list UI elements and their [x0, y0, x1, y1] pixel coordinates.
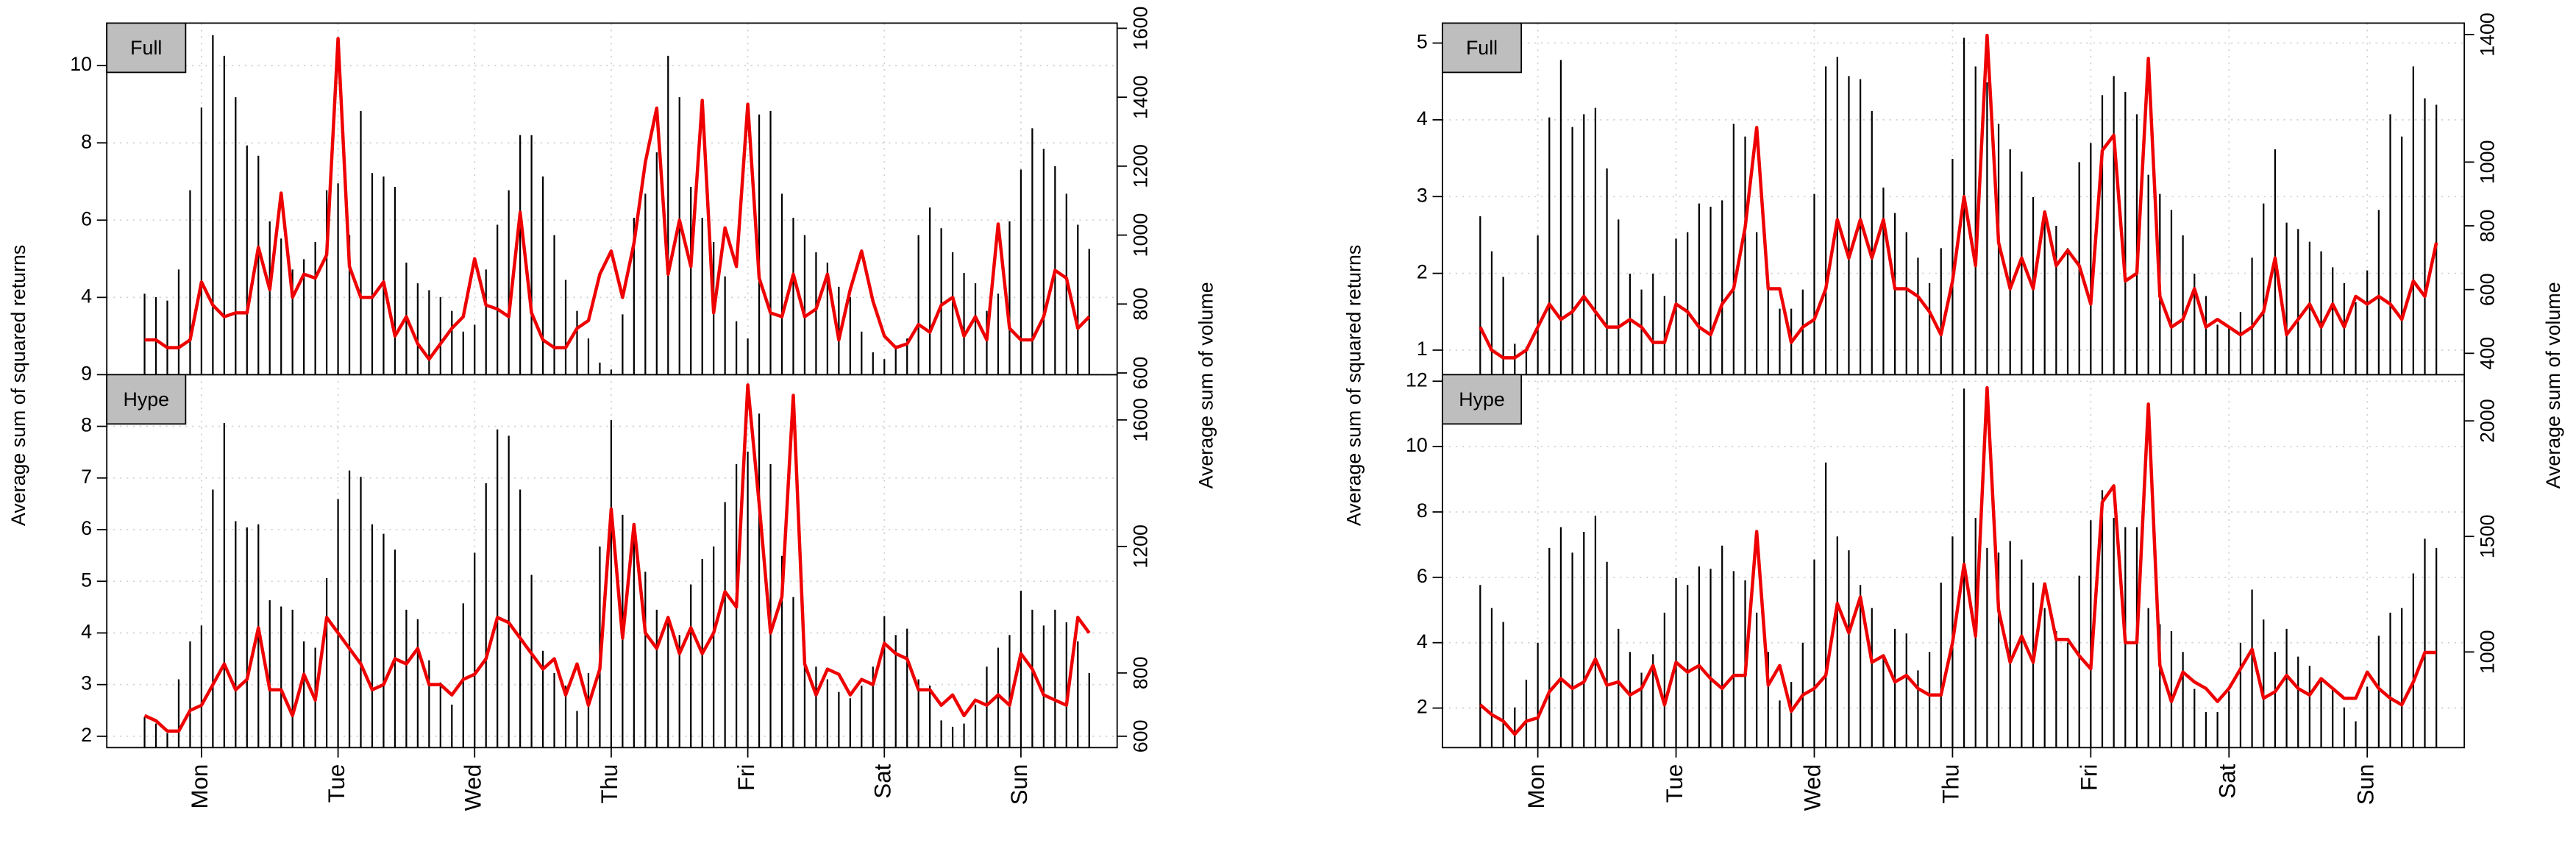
panel-frame [106, 374, 1118, 749]
y-tick-label: 8 [81, 130, 92, 152]
y2-tick-label: 1600 [1129, 398, 1151, 442]
y-tick-label: 2 [1417, 696, 1428, 718]
panel-label: Hype [1459, 388, 1505, 410]
y2-tick-label: 1400 [1129, 75, 1151, 119]
y2-tick-label: 1000 [1129, 213, 1151, 257]
x-tick-label: Sat [2215, 764, 2241, 798]
returns-line [143, 383, 1091, 733]
y-tick-label: 3 [81, 672, 92, 694]
y-tick-label: 8 [81, 414, 92, 436]
y-tick-label: 10 [1406, 434, 1428, 456]
y2-tick-label: 600 [1129, 357, 1151, 390]
y-tick-label: 4 [1417, 107, 1428, 129]
panel-label-box [1442, 22, 1523, 74]
y-axis-title: Average sum of squared returns [7, 245, 29, 526]
x-tick-label: Sun [2352, 764, 2378, 805]
x-tick-label: Wed [460, 764, 485, 811]
y2-tick-label: 1500 [2477, 514, 2499, 558]
returns-line [144, 37, 1091, 361]
y-axis-title: Average sum of squared returns [1343, 245, 1365, 526]
y2-axis-title: Average sum of volume [1195, 282, 1217, 488]
x-tick-label: Thu [597, 764, 622, 804]
y-tick-label: 3 [1417, 184, 1428, 206]
x-tick-label: Fri [2077, 764, 2102, 791]
y-tick-label: 8 [1417, 499, 1428, 522]
panel-label-box [1442, 374, 1523, 425]
x-tick-label: Sat [870, 764, 896, 798]
y2-tick-label: 1200 [1129, 144, 1151, 188]
y2-tick-label: 800 [2477, 210, 2499, 243]
y2-tick-label: 1200 [1129, 524, 1151, 569]
y-tick-label: 10 [70, 53, 92, 75]
panel-label-box [106, 22, 187, 74]
y2-tick-label: 800 [1129, 656, 1151, 689]
returns-line [1479, 33, 2438, 360]
y-tick-label: 4 [81, 285, 92, 307]
y-tick-label: 1 [1417, 338, 1428, 360]
y2-tick-label: 400 [2477, 337, 2499, 370]
y-tick-label: 6 [81, 517, 92, 539]
y-tick-label: 5 [1417, 31, 1428, 53]
y2-tick-label: 2000 [2477, 399, 2499, 443]
x-tick-label: Sun [1006, 764, 1032, 805]
panel-label: Full [1466, 37, 1498, 59]
panel-label-box [106, 374, 187, 425]
y-tick-label: 7 [81, 466, 92, 488]
x-tick-label: Mon [187, 764, 213, 809]
y2-tick-label: 1000 [2477, 630, 2499, 674]
x-tick-label: Tue [324, 764, 349, 803]
x-tick-label: Mon [1523, 764, 1549, 809]
x-tick-label: Tue [1662, 764, 1687, 803]
y-tick-label: 5 [81, 569, 92, 591]
y-tick-label: 2 [81, 724, 92, 746]
x-tick-label: Wed [1800, 764, 1826, 811]
y-tick-label: 12 [1406, 369, 1428, 391]
panel-label: Hype [123, 388, 169, 410]
returns-line [1479, 385, 2437, 736]
y-tick-label: 6 [81, 207, 92, 230]
y2-tick-label: 800 [1129, 288, 1151, 321]
y2-axis-title: Average sum of volume [2542, 282, 2564, 488]
y-tick-label: 4 [81, 621, 92, 643]
y2-tick-label: 1000 [2477, 140, 2499, 185]
y-tick-label: 2 [1417, 261, 1428, 283]
panel-frame [1442, 374, 2466, 749]
y2-tick-label: 1600 [1129, 7, 1151, 51]
y2-tick-label: 600 [1129, 719, 1151, 753]
y2-tick-label: 1400 [2477, 13, 2499, 57]
y-tick-label: 6 [1417, 565, 1428, 587]
y-tick-label: 4 [1417, 630, 1428, 652]
x-tick-label: Thu [1938, 764, 1964, 804]
panel-label: Full [130, 37, 162, 59]
y-tick-label: 9 [81, 362, 92, 384]
x-tick-label: Fri [733, 764, 759, 791]
y2-tick-label: 600 [2477, 273, 2499, 306]
